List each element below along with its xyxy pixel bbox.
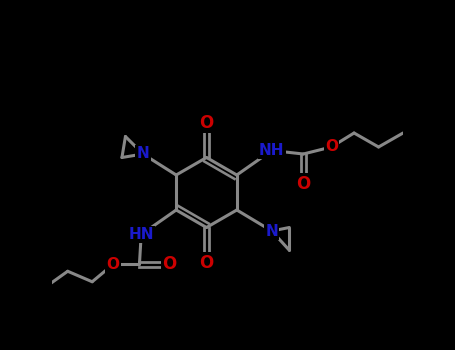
Text: O: O <box>296 175 310 193</box>
Text: O: O <box>162 255 177 273</box>
Text: O: O <box>199 253 214 272</box>
Text: N: N <box>265 224 278 238</box>
Text: HN: HN <box>128 227 154 242</box>
Text: NH: NH <box>259 143 284 158</box>
Text: O: O <box>325 140 338 154</box>
Text: N: N <box>136 147 149 161</box>
Text: O: O <box>199 113 214 132</box>
Text: O: O <box>106 257 120 272</box>
